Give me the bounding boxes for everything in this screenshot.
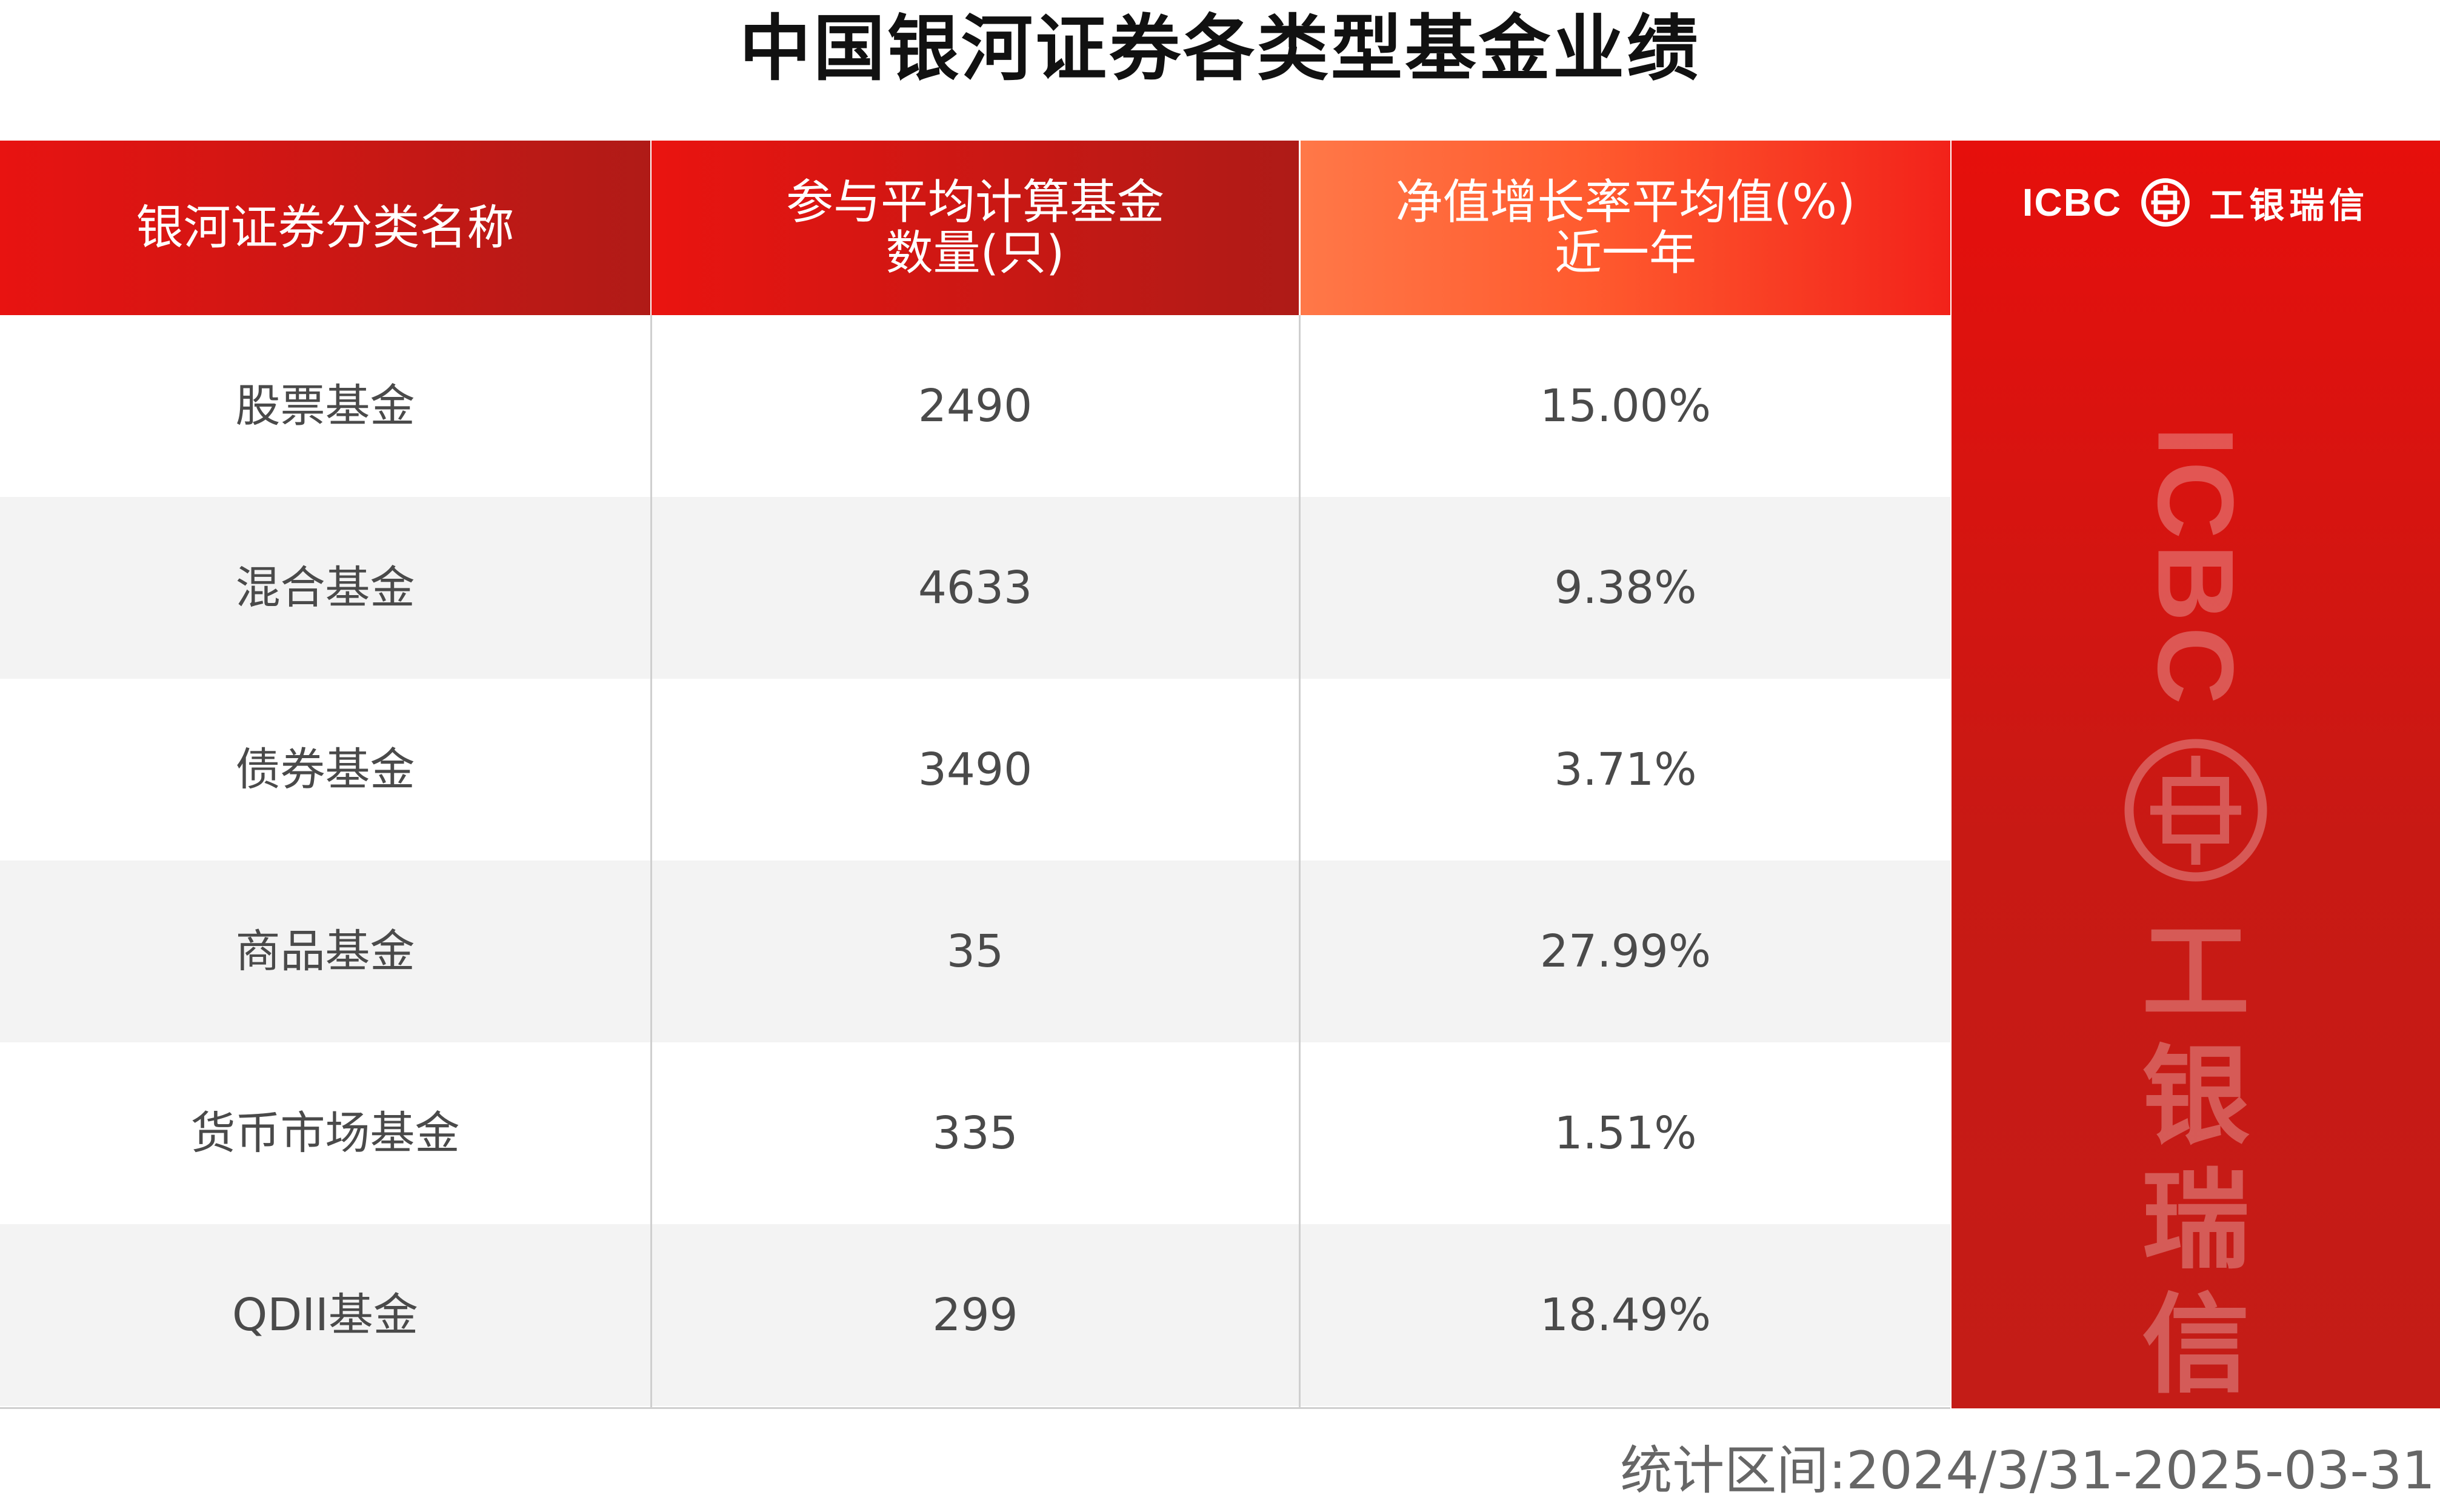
watermark-brand-name: 工银瑞信: [2142, 910, 2250, 1408]
count-cell: 3490: [918, 744, 1033, 796]
header-growth-rate-line-2: 近一年: [1554, 226, 1696, 281]
header-category-name-line: 银河证券分类名称: [136, 201, 515, 255]
table-row: 货币市场基金 335 1.51%: [0, 1042, 1950, 1224]
category-cell: 债券基金: [235, 744, 415, 796]
header-fund-count: 参与平均计算基金 数量(只): [652, 141, 1299, 315]
category-cell: 混合基金: [235, 562, 415, 614]
header-fund-count-line-2: 数量(只): [885, 226, 1065, 281]
growth-cell: 9.38%: [1554, 562, 1697, 614]
statistics-period: 统计区间:2024/3/31-2025-03-31: [1620, 1440, 2435, 1501]
growth-cell: 18.49%: [1539, 1289, 1712, 1341]
icbc-seal-watermark-icon: [2124, 739, 2267, 882]
table-row: 商品基金 35 27.99%: [0, 861, 1950, 1042]
icbc-logo-text: ICBC: [2022, 181, 2122, 224]
table-row: 混合基金 4633 9.38%: [0, 497, 1950, 679]
growth-cell: 3.71%: [1554, 744, 1697, 796]
category-cell: 商品基金: [235, 925, 415, 977]
watermark-icbc-text: ICBC: [2136, 425, 2256, 710]
growth-cell: 1.51%: [1554, 1107, 1697, 1159]
count-cell: 299: [932, 1289, 1018, 1341]
count-cell: 35: [946, 925, 1004, 977]
icbc-seal-icon: [2141, 178, 2190, 227]
header-category-name: 银河证券分类名称: [0, 141, 650, 315]
table-bottom-border: [0, 1407, 1950, 1409]
category-cell: 股票基金: [235, 380, 415, 432]
page-title: 中国银河证券各类型基金业绩: [739, 7, 1701, 90]
table-row: 债券基金 3490 3.71%: [0, 679, 1950, 861]
brand-panel: ICBC 工银瑞信 ICBC 工银瑞信: [1952, 141, 2440, 1408]
count-cell: 2490: [918, 380, 1033, 432]
brand-watermark: ICBC 工银瑞信: [1952, 425, 2440, 1407]
header-fund-count-line-1: 参与平均计算基金: [785, 175, 1164, 230]
header-growth-rate-line-1: 净值增长率平均值(%): [1395, 175, 1856, 230]
table-row: 股票基金 2490 15.00%: [0, 315, 1950, 497]
column-divider: [1299, 315, 1301, 1408]
category-cell: 货币市场基金: [190, 1107, 460, 1159]
growth-cell: 15.00%: [1539, 380, 1712, 432]
count-cell: 4633: [918, 562, 1033, 614]
watermark-icbc-label: ICBC: [2135, 426, 2256, 710]
column-divider: [650, 315, 652, 1408]
table-row: QDII基金 299 18.49%: [0, 1224, 1950, 1406]
fund-performance-table: 银河证券分类名称 参与平均计算基金 数量(只) 净值增长率平均值(%) 近一年 …: [0, 141, 1950, 1409]
category-cell: QDII基金: [232, 1289, 418, 1341]
growth-cell: 27.99%: [1539, 925, 1712, 977]
count-cell: 335: [932, 1107, 1018, 1159]
brand-name-text: 工银瑞信: [2209, 185, 2370, 226]
brand-logo: ICBC 工银瑞信: [1952, 172, 2440, 233]
header-growth-rate: 净值增长率平均值(%) 近一年: [1301, 141, 1950, 315]
